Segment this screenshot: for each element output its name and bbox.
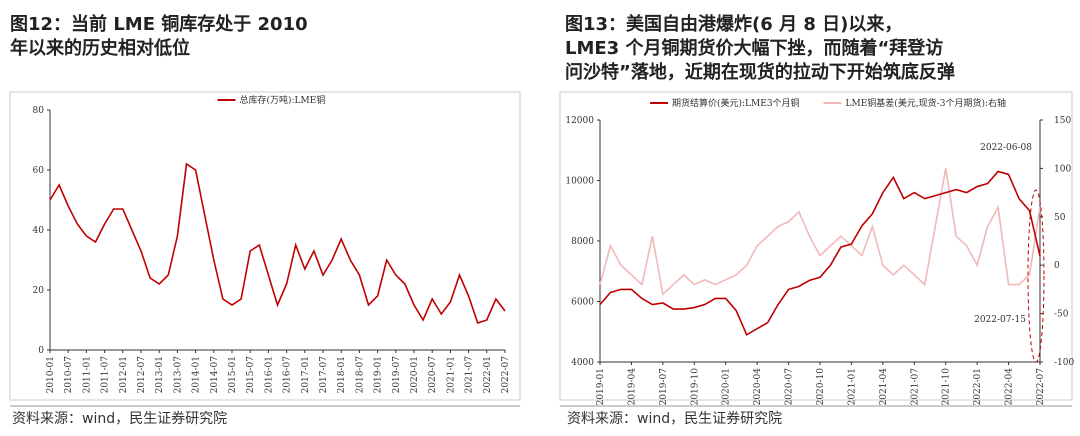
- x-tick-label: 2021-07: [910, 368, 920, 406]
- x-tick-label: 2014-01: [192, 356, 202, 393]
- chart-title: 图13：美国自由港爆炸(6 月 8 日)以来， LME3 个月铜期货价大幅下挫，而…: [565, 13, 955, 83]
- chart-frame: [559, 91, 1073, 401]
- x-tick-label: 2018-07: [355, 356, 365, 394]
- y2-tick-label: -100: [1054, 358, 1074, 368]
- y2-tick-label: -50: [1054, 310, 1069, 320]
- x-tick-label: 2013-07: [173, 356, 183, 394]
- x-tick-label: 2019-07: [392, 356, 402, 394]
- x-tick-label: 2022-07: [501, 356, 511, 394]
- x-tick-label: 2015-01: [228, 356, 238, 393]
- x-tick-label: 2021-01: [847, 368, 857, 405]
- x-tick-label: 2019-01: [374, 356, 384, 393]
- chart-title: 图12：当前 LME 铜库存处于 2010 年以来的历史相对低位: [10, 13, 314, 59]
- line-series: [599, 170, 1041, 336]
- legend-label: 总库存(万吨):LME铜: [240, 94, 326, 106]
- x-tick-label: 2016-01: [264, 356, 274, 393]
- x-tick-label: 2017-01: [301, 356, 311, 393]
- y2-tick-label: 100: [1054, 164, 1071, 174]
- y-tick-label: 12000: [565, 116, 594, 126]
- x-tick-label: 2010-01: [46, 356, 56, 393]
- line-series: [49, 162, 506, 325]
- x-tick-label: 2022-04: [1005, 368, 1015, 406]
- x-tick-label: 2020-07: [785, 368, 795, 406]
- x-tick-label: 2012-07: [137, 356, 147, 394]
- x-tick-label: 2020-07: [428, 356, 438, 394]
- source: 资料来源：wind，民生证券研究院: [12, 411, 227, 427]
- y2-tick-label: 150: [1054, 116, 1071, 126]
- y2-tick-label: 0: [1054, 261, 1060, 271]
- y-tick-label: 8000: [571, 237, 594, 247]
- x-tick-label: 2021-04: [879, 368, 889, 406]
- x-tick-label: 2013-01: [155, 356, 165, 393]
- source: 资料来源：wind，民生证券研究院: [567, 411, 782, 427]
- x-tick-label: 2020-10: [816, 368, 826, 406]
- x-tick-label: 2019-04: [627, 368, 637, 406]
- x-tick-label: 2021-10: [942, 368, 952, 406]
- x-tick-label: 2017-07: [319, 356, 329, 394]
- x-tick-label: 2019-10: [690, 368, 700, 406]
- legend-label: 期货结算价(美元):LME3个月铜: [672, 97, 800, 109]
- x-tick-label: 2015-07: [246, 356, 256, 394]
- highlight-ellipse: [1027, 189, 1045, 363]
- chart-frame: [9, 91, 521, 401]
- x-tick-label: 2022-01: [483, 356, 493, 393]
- legend-label: LME铜基差(美元,现货-3个月期货):右轴: [846, 97, 1006, 109]
- x-tick-label: 2020-04: [753, 368, 763, 406]
- annotation: 2022-07-15: [974, 315, 1026, 325]
- x-tick-label: 2018-01: [337, 356, 347, 393]
- x-tick-label: 2022-07: [1036, 368, 1046, 406]
- x-tick-label: 2021-01: [446, 356, 456, 393]
- x-tick-label: 2016-07: [283, 356, 293, 394]
- x-tick-label: 2020-01: [722, 368, 732, 405]
- y-tick-label: 6000: [571, 298, 594, 308]
- x-tick-label: 2011-01: [82, 356, 92, 393]
- x-tick-label: 2011-07: [101, 356, 111, 394]
- y-tick-label: 40: [33, 226, 45, 236]
- y-tick-label: 80: [33, 106, 45, 116]
- x-tick-label: 2014-07: [210, 356, 220, 394]
- x-tick-label: 2022-01: [973, 368, 983, 405]
- x-tick-label: 2021-07: [465, 356, 475, 394]
- x-tick-label: 2019-07: [659, 368, 669, 406]
- y-tick-label: 4000: [571, 358, 594, 368]
- x-tick-label: 2020-01: [410, 356, 420, 393]
- x-tick-label: 2010-07: [64, 356, 74, 394]
- y-tick-label: 60: [33, 166, 45, 176]
- y-tick-label: 10000: [565, 177, 594, 187]
- y-tick-label: 0: [38, 346, 44, 356]
- line-series: [599, 168, 1041, 296]
- x-tick-label: 2012-01: [119, 356, 129, 393]
- y-tick-label: 20: [33, 286, 45, 296]
- y2-tick-label: 50: [1054, 213, 1066, 223]
- annotation: 2022-06-08: [980, 143, 1032, 153]
- x-tick-label: 2019-01: [596, 368, 606, 405]
